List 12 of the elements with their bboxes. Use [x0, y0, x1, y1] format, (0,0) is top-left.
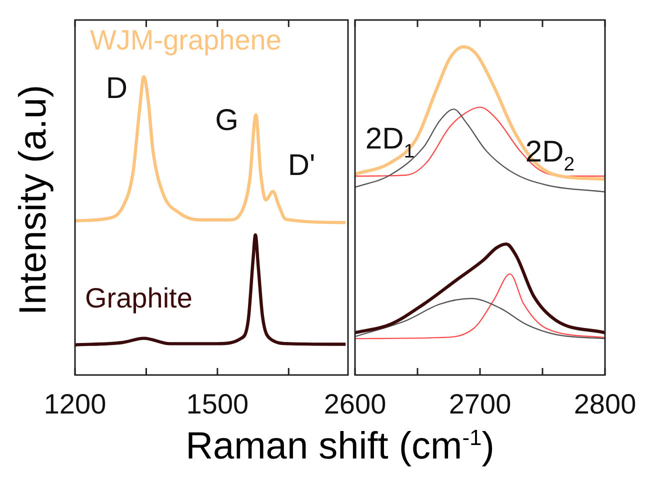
- x-tick-label: 1500: [186, 388, 249, 420]
- series-label: WJM-graphene: [90, 24, 282, 56]
- annotation: D': [288, 148, 316, 182]
- x-tick-label: 2700: [448, 388, 512, 420]
- y-axis-title: Intensity (a.u): [12, 84, 56, 316]
- series-label: Graphite: [85, 282, 192, 314]
- x-axis-title: Raman shift (cm$^{-1}$): [186, 425, 494, 469]
- annotation: D: [106, 72, 128, 106]
- x-tick-label: 1200: [44, 388, 106, 420]
- x-tick-label: 2600: [324, 388, 386, 420]
- annotation: G: [215, 104, 238, 137]
- x-tick-label: 2800: [574, 388, 636, 420]
